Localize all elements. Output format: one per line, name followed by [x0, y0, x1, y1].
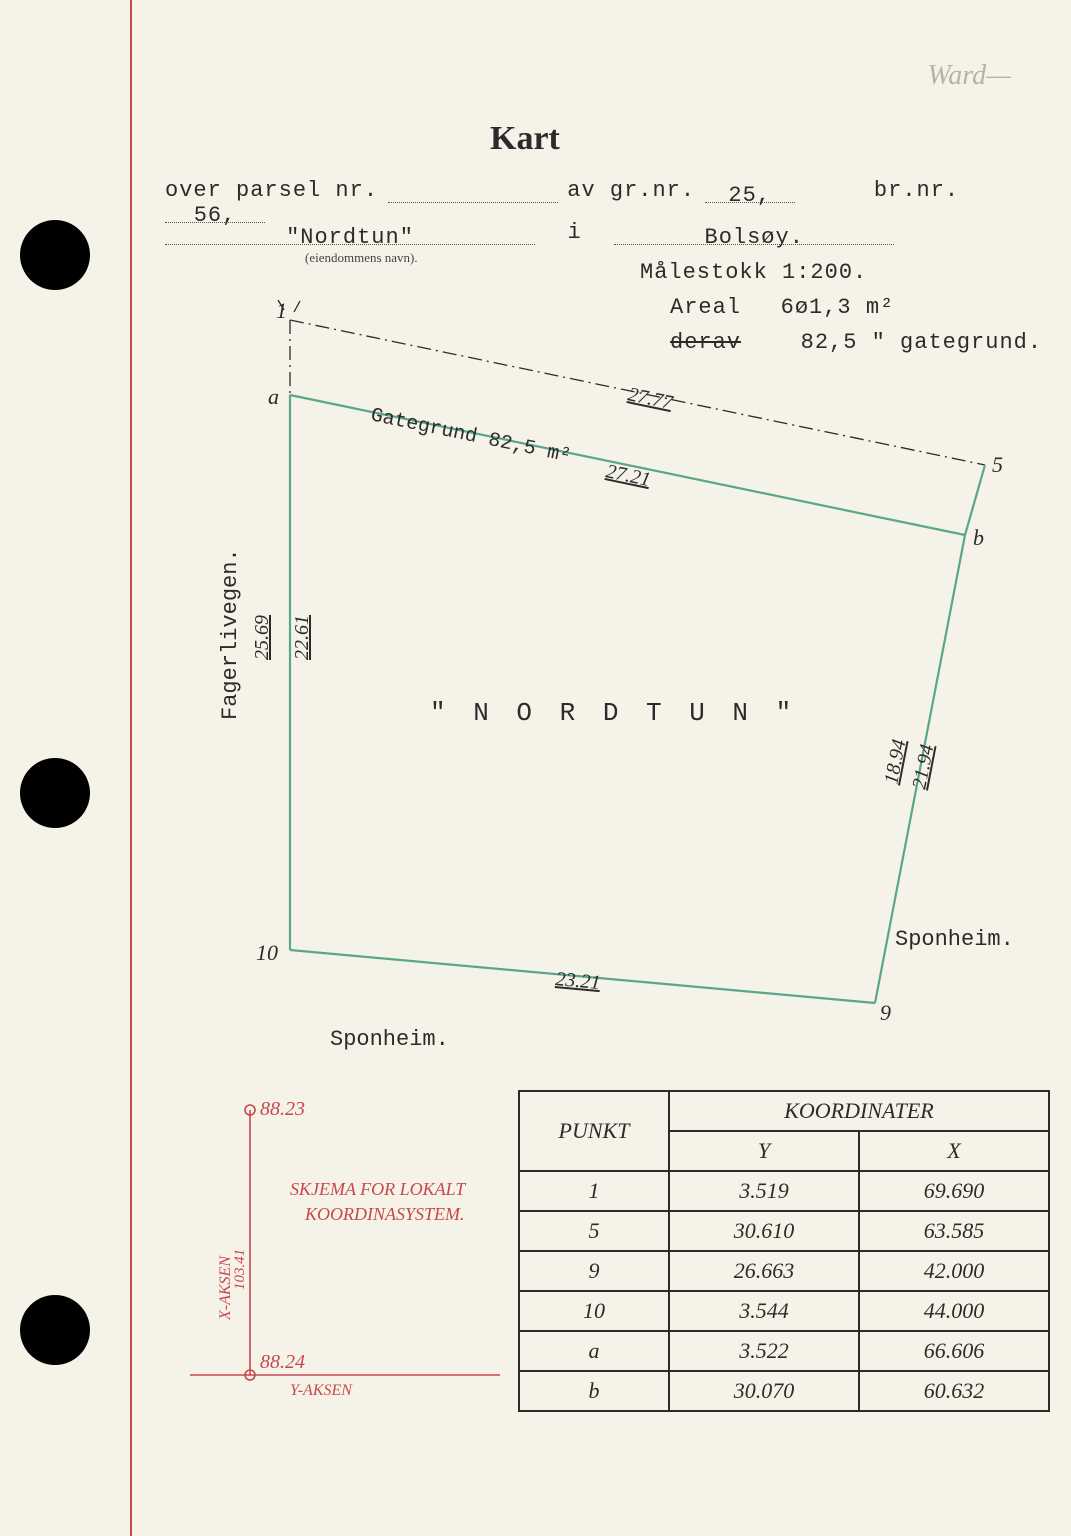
table-row: b 30.070 60.632 [519, 1371, 1049, 1411]
cell-punkt: a [519, 1331, 669, 1371]
point-9-label: 9 [880, 1000, 891, 1025]
cell-punkt: 1 [519, 1171, 669, 1211]
coord-title-2: KOORDINASYSTEM. [304, 1204, 465, 1224]
edge-a-10-inner-label: 22.61 [291, 615, 313, 660]
th-punkt: PUNKT [519, 1091, 669, 1171]
street-left-label: Fagerlivegen. [218, 548, 243, 720]
cell-x: 66.606 [859, 1331, 1049, 1371]
table-row: a 3.522 66.606 [519, 1331, 1049, 1371]
coord-top-point: 88.23 [260, 1098, 305, 1120]
coord-system-diagram: 88.23 88.24 X-AKSEN 103.41 Y-AKSEN SKJEM… [160, 1090, 520, 1420]
table-row: 10 3.544 44.000 [519, 1291, 1049, 1331]
cell-punkt: 10 [519, 1291, 669, 1331]
cell-y: 3.522 [669, 1331, 859, 1371]
parcel-name-label: " N O R D T U N " [430, 698, 797, 728]
cell-x: 60.632 [859, 1371, 1049, 1411]
edge-a-b-label: 27.21 [604, 460, 653, 491]
cell-y: 26.663 [669, 1251, 859, 1291]
edge-b-9-inner-label: 18.94 [880, 738, 910, 786]
cell-x: 44.000 [859, 1291, 1049, 1331]
edge-1-5-label: 27.77 [626, 383, 676, 414]
cell-punkt: b [519, 1371, 669, 1411]
coordinate-table-body: 1 3.519 69.690 5 30.610 63.585 9 26.663 … [519, 1171, 1049, 1411]
page-root: Ward— Kart over parsel nr. av gr.nr. 25,… [0, 0, 1071, 1536]
gategrund-label: Gategrund 82,5 m² [369, 404, 573, 468]
coord-title-1: SKJEMA FOR LOKALT [290, 1179, 467, 1199]
edge-10-9-label: 23.21 [555, 968, 602, 994]
parcel-map: 1 5 a b 10 9 27.77 27.21 23.21 18.94 21.… [0, 0, 1071, 1060]
table-row: 9 26.663 42.000 [519, 1251, 1049, 1291]
cell-y: 3.544 [669, 1291, 859, 1331]
street-right-label: Sponheim. [895, 927, 1014, 952]
cell-y: 30.610 [669, 1211, 859, 1251]
cell-y: 3.519 [669, 1171, 859, 1211]
th-x: X [859, 1131, 1049, 1171]
street-bottom-label: Sponheim. [330, 1027, 449, 1052]
cell-y: 30.070 [669, 1371, 859, 1411]
coord-bottom-point: 88.24 [260, 1351, 305, 1373]
point-1-label: 1 [276, 298, 287, 323]
th-koord: KOORDINATER [669, 1091, 1049, 1131]
table-row: 5 30.610 63.585 [519, 1211, 1049, 1251]
point-5-label: 5 [992, 452, 1003, 477]
coordinate-table: PUNKT KOORDINATER Y X 1 3.519 69.690 5 3… [518, 1090, 1050, 1412]
cell-punkt: 9 [519, 1251, 669, 1291]
point-a-label: a [268, 384, 279, 409]
punch-hole [20, 1295, 90, 1365]
cell-punkt: 5 [519, 1211, 669, 1251]
cell-x: 69.690 [859, 1171, 1049, 1211]
cell-x: 63.585 [859, 1211, 1049, 1251]
edge-1-a-outer-label: 25.69 [251, 615, 273, 660]
edge-b-9-outer-label: 21.94 [908, 743, 938, 791]
y-axis-label: Y-AKSEN [290, 1382, 353, 1399]
cell-x: 42.000 [859, 1251, 1049, 1291]
point-b-label: b [973, 525, 984, 550]
point-10-label: 10 [256, 940, 278, 965]
x-axis-value: 103.41 [232, 1249, 248, 1290]
table-row: 1 3.519 69.690 [519, 1171, 1049, 1211]
th-y: Y [669, 1131, 859, 1171]
